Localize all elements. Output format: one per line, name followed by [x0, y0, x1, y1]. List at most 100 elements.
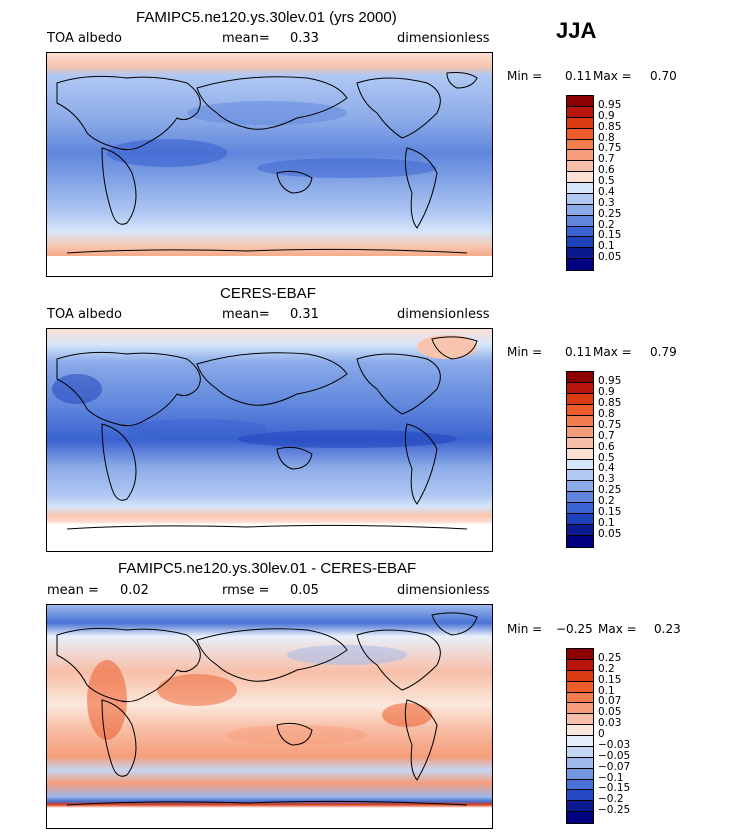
colorbar-tick-label: 0.9	[598, 385, 615, 398]
colorbar-tick-label: −0.15	[598, 782, 631, 795]
panel3-colorbar	[566, 648, 594, 824]
colorbar-tick-label: 0.2	[598, 495, 615, 508]
panel3-min-label: Min =	[507, 622, 543, 636]
panel1-map	[46, 52, 493, 277]
colorbar-tick-label: 0.05	[598, 528, 622, 541]
colorbar-tick-label: 0.4	[598, 185, 615, 198]
colorbar-tick-label: 0.2	[598, 662, 615, 675]
panel1-units: dimensionless	[397, 31, 490, 46]
panel3-max-value: 0.23	[654, 622, 681, 636]
colorbar-segment	[567, 525, 593, 537]
colorbar-tick-label: 0.1	[598, 684, 615, 697]
colorbar-tick-label: 0.7	[598, 153, 615, 166]
colorbar-segment	[567, 492, 593, 504]
colorbar-tick-label: −0.1	[598, 771, 624, 784]
colorbar-segment	[567, 172, 593, 183]
colorbar-tick-label: 0	[598, 728, 605, 740]
colorbar-segment	[567, 150, 593, 162]
panel2-colorbar	[566, 371, 594, 548]
colorbar-segment	[567, 183, 593, 194]
colorbar-segment	[567, 404, 593, 416]
colorbar-segment	[567, 703, 593, 715]
colorbar-tick-label: 0.95	[598, 374, 622, 387]
colorbar-tick-label: −0.05	[598, 749, 631, 762]
colorbar-tick-label: 0.95	[598, 98, 622, 111]
colorbar-segment	[567, 139, 593, 151]
colorbar-segment	[567, 481, 593, 493]
colorbar-segment	[567, 736, 593, 747]
colorbar-segment	[567, 226, 593, 238]
colorbar-segment	[567, 470, 593, 482]
colorbar-segment	[567, 757, 593, 769]
colorbar-segment	[567, 117, 593, 129]
colorbar-tick-label: 0.05	[598, 251, 622, 264]
panel2-min-label: Min =	[507, 345, 543, 359]
colorbar-tick-label: 0.25	[598, 207, 622, 220]
colorbar-segment	[567, 536, 593, 547]
colorbar-segment	[567, 393, 593, 405]
colorbar-tick-label: −0.2	[598, 793, 624, 806]
colorbar-tick-label: 0.15	[598, 229, 622, 242]
colorbar-segment	[567, 714, 593, 726]
colorbar-tick-label: 0.1	[598, 240, 615, 253]
colorbar-tick-label: 0.15	[598, 506, 622, 519]
colorbar-tick-label: 0.7	[598, 429, 615, 442]
colorbar-tick-label: −0.25	[598, 804, 631, 817]
panel2-units: dimensionless	[397, 307, 490, 322]
colorbar-segment	[567, 692, 593, 704]
panel3-min-value: −0.25	[556, 622, 593, 636]
panel3-units: dimensionless	[397, 583, 490, 598]
colorbar-tick-label: 0.2	[598, 218, 615, 231]
colorbar-segment	[567, 779, 593, 791]
colorbar-segment	[567, 670, 593, 682]
colorbar-segment	[567, 437, 593, 449]
colorbar-segment	[567, 96, 593, 107]
season-label: JJA	[556, 18, 597, 43]
panel3-mean-value: 0.02	[120, 583, 149, 598]
colorbar-tick-label: 0.9	[598, 109, 615, 122]
colorbar-segment	[567, 790, 593, 802]
panel3-mean-label: mean =	[47, 583, 99, 598]
colorbar-segment	[567, 503, 593, 515]
colorbar-tick-label: 0.03	[598, 717, 622, 730]
colorbar-segment	[567, 746, 593, 758]
colorbar-segment	[567, 659, 593, 671]
colorbar-segment	[567, 248, 593, 260]
panel1-variable-label: TOA albedo	[47, 31, 123, 46]
colorbar-segment	[567, 514, 593, 526]
colorbar-tick-label: 0.75	[598, 418, 622, 431]
colorbar-segment	[567, 372, 593, 383]
panel2-map	[46, 328, 493, 552]
colorbar-tick-label: 0.85	[598, 120, 622, 133]
colorbar-segment	[567, 415, 593, 427]
panel2-title: CERES-EBAF	[220, 285, 316, 302]
panel3-rmse-value: 0.05	[290, 583, 319, 598]
panel3-rmse-label: rmse =	[222, 583, 270, 598]
panel2-mean-value: 0.31	[290, 307, 319, 322]
colorbar-tick-label: 0.4	[598, 462, 615, 475]
panel1-mean-label: mean=	[222, 31, 270, 46]
colorbar-segment	[567, 259, 593, 270]
panel2-max-value: 0.79	[650, 345, 677, 359]
colorbar-segment	[567, 215, 593, 227]
colorbar-tick-label: 0.8	[598, 407, 615, 420]
colorbar-tick-label: 0.05	[598, 706, 622, 719]
panel3-title: FAMIPC5.ne120.ys.30lev.01 - CERES-EBAF	[118, 560, 417, 577]
colorbar-segment	[567, 237, 593, 249]
panel2-mean-label: mean=	[222, 307, 270, 322]
panel1-title: FAMIPC5.ne120.ys.30lev.01 (yrs 2000)	[136, 9, 397, 26]
colorbar-tick-label: 0.6	[598, 440, 615, 453]
panel3-map	[46, 604, 493, 829]
colorbar-tick-label: 0.3	[598, 473, 615, 486]
panel2-variable-label: TOA albedo	[47, 307, 123, 322]
panel3-max-label: Max =	[598, 622, 637, 636]
colorbar-segment	[567, 459, 593, 471]
colorbar-tick-label: 0.75	[598, 142, 622, 155]
colorbar-segment	[567, 448, 593, 460]
colorbar-tick-label: −0.03	[598, 738, 631, 751]
panel1-mean-value: 0.33	[290, 31, 319, 46]
colorbar-segment	[567, 128, 593, 140]
colorbar-tick-label: 0.6	[598, 164, 615, 177]
colorbar-tick-label: 0.25	[598, 484, 622, 497]
colorbar-tick-label: 0.1	[598, 517, 615, 530]
